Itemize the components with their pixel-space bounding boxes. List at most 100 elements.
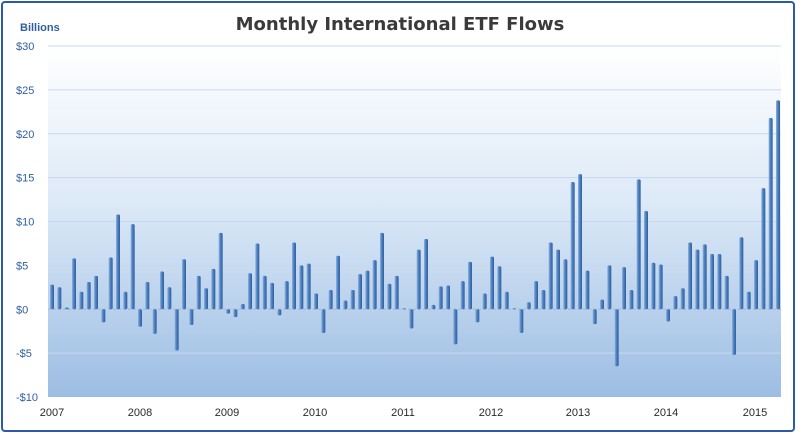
bar <box>768 117 773 310</box>
x-tick-label: 2013 <box>566 407 590 419</box>
bar <box>644 210 648 310</box>
bar <box>453 309 458 345</box>
bar <box>614 309 619 367</box>
bar <box>72 258 76 310</box>
bar <box>94 275 98 310</box>
bar <box>732 309 736 355</box>
bar <box>710 253 714 310</box>
y-tick-label: $20 <box>16 129 34 141</box>
bar <box>570 182 575 310</box>
bar <box>680 288 685 310</box>
bar <box>541 289 546 310</box>
bar <box>240 303 245 310</box>
bar <box>504 291 509 310</box>
bar <box>336 255 340 310</box>
bar <box>651 262 656 310</box>
bar <box>754 260 758 310</box>
bar <box>255 243 260 310</box>
bar <box>629 289 634 310</box>
bar <box>548 242 553 310</box>
bar <box>607 265 612 310</box>
y-tick-label: -$10 <box>16 392 38 404</box>
bar <box>292 242 296 310</box>
y-tick-label: $25 <box>16 85 34 97</box>
bar <box>314 293 318 310</box>
x-tick-label: 2011 <box>391 407 415 419</box>
bar <box>490 256 494 310</box>
bar <box>578 174 582 310</box>
x-tick-label: 2010 <box>303 407 327 419</box>
bar <box>372 260 377 310</box>
bar <box>519 309 524 333</box>
bar <box>350 289 355 310</box>
bar <box>394 275 399 310</box>
x-tick-label: 2015 <box>743 407 767 419</box>
bar <box>226 309 230 314</box>
y-tick-label: $30 <box>16 41 34 53</box>
bar <box>233 309 238 318</box>
x-tick-label: 2012 <box>479 407 503 419</box>
bar <box>746 291 751 310</box>
x-tick-label: 2008 <box>128 407 152 419</box>
bar <box>702 244 707 310</box>
bar <box>145 282 150 310</box>
bar <box>585 270 590 310</box>
y-tick-label: $15 <box>16 173 34 185</box>
bar <box>57 287 62 310</box>
bar <box>138 309 142 327</box>
chart-title: Monthly International ETF Flows <box>235 14 565 35</box>
bar <box>204 288 208 310</box>
bar <box>497 266 502 310</box>
bar <box>409 309 414 329</box>
bar <box>424 239 428 310</box>
bar <box>387 283 392 310</box>
bar <box>468 261 472 310</box>
x-tick-label: 2014 <box>654 407 678 419</box>
x-tick-label: 2007 <box>40 407 64 419</box>
bar <box>666 309 670 322</box>
bar <box>321 309 326 333</box>
bar <box>556 249 560 310</box>
bar <box>328 289 333 310</box>
bar <box>431 304 436 310</box>
bar <box>526 302 531 310</box>
bar <box>600 299 604 310</box>
bar <box>160 271 164 310</box>
bar <box>50 284 54 310</box>
x-tick-label: 2009 <box>215 407 239 419</box>
bar <box>262 275 267 310</box>
bar <box>248 273 252 310</box>
bar <box>108 257 113 310</box>
bar <box>724 275 729 310</box>
bar <box>592 309 597 325</box>
bar <box>123 291 128 310</box>
bar <box>64 307 69 310</box>
bar <box>739 237 744 310</box>
bar <box>101 309 106 323</box>
bar <box>174 309 179 351</box>
bar <box>688 242 692 310</box>
bar <box>761 188 766 310</box>
bar <box>416 249 421 310</box>
bar <box>482 293 487 310</box>
y-tick-label: $0 <box>16 304 28 316</box>
bar <box>365 270 370 310</box>
bar <box>658 264 663 310</box>
bar <box>270 282 274 310</box>
bar <box>358 274 362 310</box>
bar <box>402 308 406 310</box>
bar <box>116 214 120 310</box>
bar <box>306 263 311 310</box>
bar <box>343 300 348 310</box>
bar <box>218 232 223 310</box>
bar <box>776 100 780 310</box>
bar <box>446 285 450 310</box>
y-tick-label: -$5 <box>16 348 32 360</box>
bar <box>189 309 194 326</box>
bar <box>460 281 465 310</box>
bar <box>130 224 135 310</box>
bar <box>475 309 480 323</box>
bar <box>673 296 678 310</box>
y-axis-unit-label: Billions <box>20 22 60 34</box>
